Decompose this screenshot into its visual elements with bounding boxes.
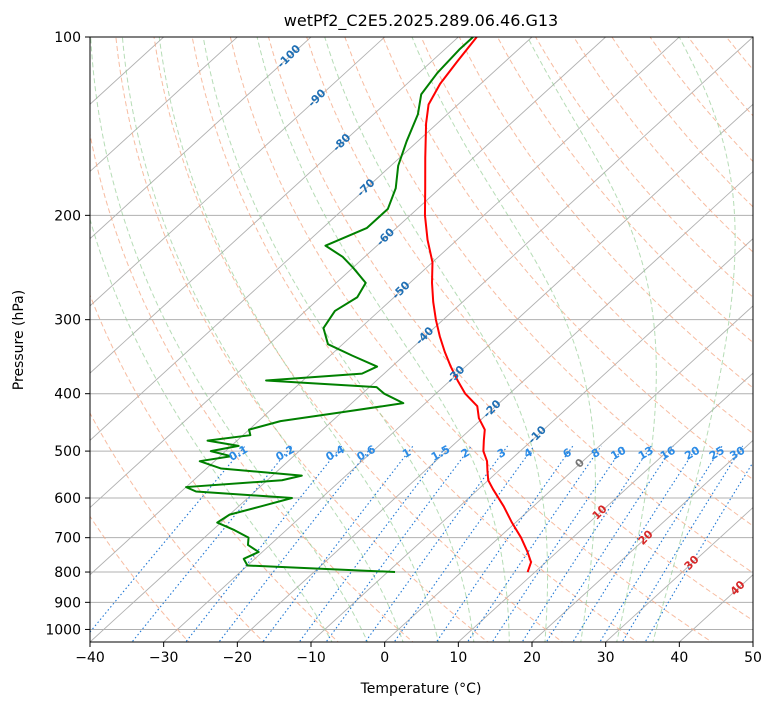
- mixing-ratio-line: [644, 461, 753, 642]
- moist-adiabat: [411, 37, 596, 642]
- dry-adiabat: [535, 37, 753, 298]
- dry-adiabat: [344, 37, 753, 527]
- dry-adiabat: [90, 131, 414, 642]
- moist-adiabat: [90, 37, 369, 642]
- moist-adiabat: [202, 37, 475, 642]
- moist-adiabat: [324, 37, 549, 642]
- x-tick-label: −20: [223, 650, 253, 666]
- data-lines: [185, 37, 533, 574]
- x-tick-label: 50: [744, 650, 762, 666]
- isotherm-line: [383, 305, 753, 642]
- mixing-ratio-line: [572, 445, 699, 642]
- mixing-ratio-line: [435, 445, 574, 642]
- dry-adiabat: [306, 37, 753, 574]
- dry-adiabat: [458, 37, 753, 389]
- moist-adiabat: [121, 37, 404, 642]
- dry-adiabat: [115, 37, 489, 642]
- isotherm-line: [90, 37, 386, 307]
- moist-adiabat: [256, 37, 510, 642]
- mixing-ratio-line: [298, 445, 448, 642]
- y-tick-label: 800: [54, 565, 81, 581]
- y-tick-label: 900: [54, 595, 81, 611]
- isotherm-line: [310, 238, 753, 642]
- mixing-ratio-line: [521, 445, 652, 642]
- moist-adiabat: [652, 37, 736, 642]
- dry-adiabat: [229, 37, 713, 642]
- isotherm-line: [90, 37, 533, 441]
- dry-adiabat: [90, 515, 190, 642]
- chart-title: wetPf2_C2E5.2025.289.06.46.G13: [284, 11, 558, 31]
- mixing-ratio-line: [131, 445, 293, 642]
- x-tick-label: 30: [597, 650, 615, 666]
- x-tick-label: −40: [75, 650, 105, 666]
- mixing-ratio-line: [262, 445, 414, 642]
- y-tick-label: 1000: [45, 622, 81, 638]
- mixing-ratio-line: [491, 445, 625, 642]
- dry-adiabat: [90, 293, 339, 642]
- isotherm-line: [90, 37, 607, 509]
- y-tick-label: 600: [54, 491, 81, 507]
- mixing-ratio-line: [90, 445, 246, 633]
- dewpoint-profile: [185, 37, 474, 574]
- isotherm-line: [90, 37, 680, 576]
- y-tick-label: 400: [54, 387, 81, 403]
- mixing-ratio-line: [599, 445, 723, 642]
- dry-adiabat: [382, 37, 753, 481]
- isotherm-line: [90, 37, 312, 240]
- y-tick-label: 700: [54, 531, 81, 547]
- mixing-ratio-line: [364, 445, 509, 642]
- dry-adiabat: [90, 412, 265, 642]
- x-tick-label: −30: [149, 650, 179, 666]
- y-tick-label: 100: [54, 30, 81, 46]
- moist-adiabat: [527, 37, 657, 642]
- x-tick-label: 40: [670, 650, 688, 666]
- y-tick-label: 500: [54, 444, 81, 460]
- moist-adiabat: [90, 217, 333, 642]
- temperature-profile: [423, 37, 533, 573]
- dry-adiabat: [153, 37, 564, 642]
- plot-area: [90, 37, 753, 642]
- mixing-ratio-line: [621, 445, 744, 642]
- mixing-ratio-line: [545, 445, 674, 642]
- isotherm-line: [236, 170, 753, 642]
- mixing-ratio-line: [466, 445, 602, 642]
- isotherm-line: [90, 37, 753, 642]
- isotherm-line: [457, 372, 753, 642]
- plot-frame: [89, 36, 754, 643]
- x-tick-label: −10: [296, 650, 326, 666]
- isotherm-line: [90, 37, 238, 173]
- mixing-ratio-line: [393, 445, 535, 642]
- x-axis-label: Temperature (°C): [360, 681, 482, 697]
- y-axis: 100 200 300 400 500 600 700 800 900 1000: [45, 30, 90, 638]
- background-lines: [90, 37, 753, 642]
- x-axis: −40 −30 −20 −10 0 10 20 30 40 50: [75, 642, 762, 666]
- moist-adiabat: [158, 37, 439, 642]
- x-tick-label: 0: [380, 650, 389, 666]
- isotherm-line: [604, 506, 753, 642]
- x-tick-label: 20: [523, 650, 541, 666]
- y-tick-label: 300: [54, 313, 81, 329]
- y-tick-label: 200: [54, 208, 81, 224]
- y-axis-label: Pressure (hPa): [11, 290, 27, 390]
- dry-adiabat: [268, 37, 753, 622]
- x-tick-label: 10: [449, 650, 467, 666]
- isotherm-line: [90, 37, 459, 374]
- isotherm-line: [162, 103, 753, 642]
